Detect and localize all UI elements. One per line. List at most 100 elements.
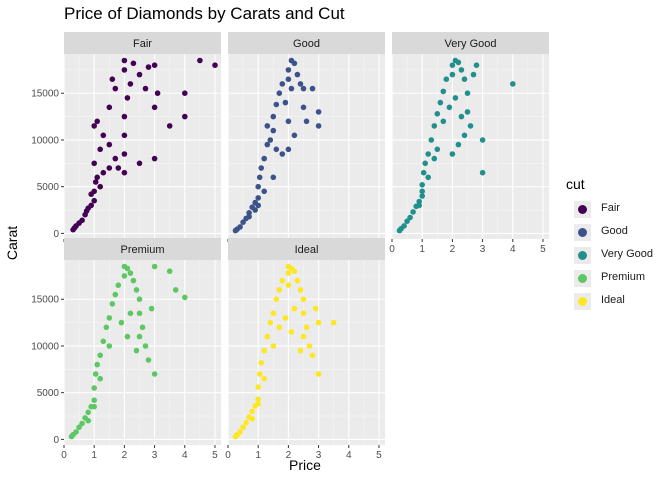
data-point <box>276 287 283 293</box>
legend-label: Premium <box>601 271 646 283</box>
data-point <box>94 361 100 368</box>
data-point <box>312 305 319 312</box>
panel-background <box>228 54 385 239</box>
data-point <box>458 67 465 73</box>
legend: cut Fair Good Very Good Premium Ideal <box>566 176 653 313</box>
data-point <box>434 146 441 153</box>
data-point <box>91 160 97 167</box>
data-point <box>410 209 416 215</box>
legend-key <box>574 247 591 264</box>
data-point <box>297 287 304 293</box>
legend-key <box>574 224 591 241</box>
legend-entries: Fair Good Very Good Premium Ideal <box>566 198 653 313</box>
data-point <box>182 90 188 96</box>
y-tick-label: 15000 <box>31 295 59 306</box>
legend-label: Very Good <box>601 248 653 260</box>
data-point <box>136 333 143 340</box>
x-tick-label: 1 <box>91 450 97 461</box>
data-point <box>249 416 255 422</box>
x-tick-label: 5 <box>540 244 546 255</box>
data-point <box>258 165 265 171</box>
x-tick-label: 3 <box>480 244 486 255</box>
y-axis-title: Carat <box>4 226 20 260</box>
data-point <box>282 315 289 321</box>
data-point <box>464 109 471 115</box>
data-point <box>279 151 286 157</box>
data-point <box>261 155 268 162</box>
data-point <box>425 151 432 157</box>
data-point <box>85 409 91 416</box>
facet-strip-label: Good <box>293 38 320 50</box>
data-point <box>510 81 516 87</box>
y-tick-label: 5000 <box>37 182 60 193</box>
facet-panel-premium: Premium 0 5000 10000 15000 0 1 2 3 4 5 <box>31 238 221 461</box>
data-point <box>73 429 79 435</box>
data-point <box>300 104 307 111</box>
data-point <box>294 277 301 284</box>
data-point <box>285 118 292 125</box>
data-point <box>145 357 152 363</box>
facet-strip <box>64 238 221 260</box>
legend-label: Ideal <box>601 294 625 306</box>
data-point <box>309 85 316 92</box>
data-point <box>97 146 103 153</box>
data-point <box>79 217 85 224</box>
data-point <box>92 179 99 185</box>
facet-panel-very-good: Very Good 0 1 2 3 4 5 <box>389 32 549 255</box>
data-point <box>243 419 249 426</box>
facet-strip-label: Ideal <box>295 244 319 256</box>
data-point <box>273 146 280 153</box>
data-point <box>97 183 103 190</box>
data-point <box>258 360 265 366</box>
data-point <box>88 202 94 209</box>
data-point <box>121 67 128 73</box>
data-point <box>112 155 119 162</box>
data-point <box>182 294 188 301</box>
data-point <box>279 81 286 87</box>
legend-key <box>574 201 591 218</box>
data-point <box>285 67 292 73</box>
data-point <box>106 104 113 111</box>
data-point <box>297 81 304 87</box>
x-tick-label: 2 <box>122 450 128 461</box>
data-point <box>270 113 277 120</box>
legend-swatch <box>578 274 587 283</box>
data-point <box>136 310 143 317</box>
legend-entry: Premium <box>566 267 645 290</box>
data-point <box>264 123 271 129</box>
y-tick-label: 0 <box>53 229 59 240</box>
facet-panel-ideal: Ideal 0 1 2 3 4 5 <box>225 238 385 461</box>
data-point <box>464 90 471 96</box>
data-point <box>440 88 447 95</box>
data-point <box>255 183 261 190</box>
x-tick-label: 1 <box>419 244 425 255</box>
data-point <box>106 141 113 148</box>
legend-entry: Very Good <box>566 244 653 267</box>
data-point <box>449 62 456 68</box>
data-point <box>303 118 310 125</box>
x-tick-label: 1 <box>255 450 261 461</box>
facet-strip <box>228 238 385 260</box>
data-point <box>166 123 173 129</box>
data-point <box>91 397 97 404</box>
data-point <box>300 333 307 340</box>
data-point <box>124 265 131 272</box>
y-tick-label: 0 <box>53 435 59 446</box>
data-point <box>479 169 486 176</box>
data-point <box>112 291 119 298</box>
legend-entry: Ideal <box>566 290 625 313</box>
data-point <box>270 127 277 134</box>
data-point <box>279 277 286 284</box>
data-point <box>419 188 426 195</box>
data-point <box>182 113 188 120</box>
data-point <box>130 60 137 67</box>
facet-strip <box>392 32 549 54</box>
y-tick-label: 15000 <box>31 89 59 100</box>
data-point <box>139 324 146 331</box>
data-point <box>315 109 322 115</box>
data-point <box>300 85 307 92</box>
legend-key <box>574 270 591 287</box>
facet-strip-label: Very Good <box>445 38 497 50</box>
data-point <box>237 429 243 435</box>
x-tick-label: 4 <box>510 244 516 255</box>
